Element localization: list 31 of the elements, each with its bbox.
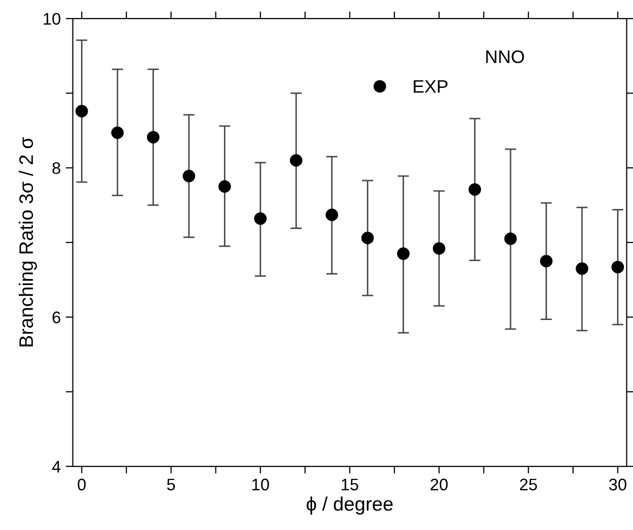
y-tick-label: 8 xyxy=(52,162,60,174)
annotation: NNO xyxy=(486,50,524,64)
point xyxy=(432,242,446,255)
point xyxy=(75,104,88,118)
y-tick-label: 4 xyxy=(52,460,60,472)
point xyxy=(540,254,553,268)
x-tick-label: 0 xyxy=(78,478,86,490)
point xyxy=(146,130,160,144)
x-axis-title: ϕ / degree xyxy=(306,496,393,515)
x-tick-label: 15 xyxy=(342,478,358,490)
legend-label: EXP xyxy=(414,80,448,93)
point xyxy=(397,247,410,260)
x-tick-label: 10 xyxy=(252,478,270,490)
point xyxy=(576,262,588,275)
y-tick-label: 10 xyxy=(44,12,60,25)
point xyxy=(326,208,338,222)
point xyxy=(254,212,267,225)
y-axis-title: Branching Ratio 3σ / 2 σ xyxy=(18,137,37,346)
point xyxy=(182,170,196,182)
y-tick-label: 6 xyxy=(52,312,60,324)
point xyxy=(290,154,302,167)
x-tick-label: 5 xyxy=(167,478,175,490)
point xyxy=(218,180,231,193)
x-tick-label: 20 xyxy=(430,478,448,490)
point xyxy=(611,260,624,274)
point xyxy=(468,183,482,196)
x-tick-label: 30 xyxy=(609,478,626,490)
x-tick-label: 25 xyxy=(520,478,537,490)
point xyxy=(111,126,124,139)
point xyxy=(504,232,517,245)
point xyxy=(361,232,374,244)
